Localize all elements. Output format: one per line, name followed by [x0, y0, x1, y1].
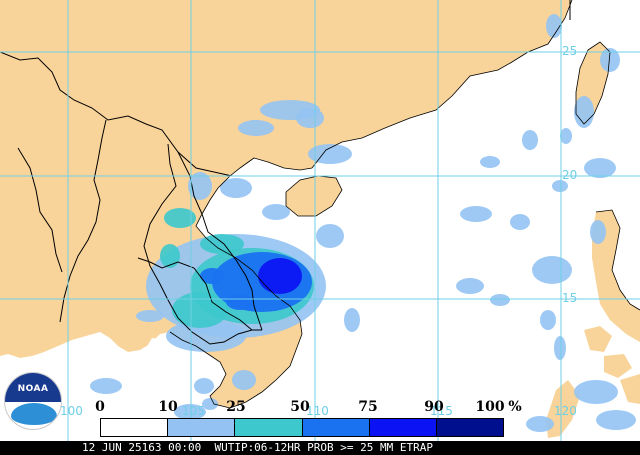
graticule — [0, 0, 640, 441]
noaa-logo: NOAA — [4, 372, 62, 430]
legend-swatch-90-100 — [436, 419, 504, 436]
legend-swatch-75-90 — [369, 419, 437, 436]
land-panay — [604, 354, 632, 378]
lat-label-15: 15 — [562, 291, 578, 305]
legend-tick-100: 100 — [475, 399, 505, 415]
lon-label-120: 120 — [554, 404, 577, 418]
legend-tick-0: 0 — [95, 399, 105, 415]
land-mindoro — [584, 326, 612, 352]
land-palawan — [546, 380, 580, 438]
legend-colorbar — [100, 418, 504, 437]
coastlines — [169, 0, 640, 409]
lat-label-25: 25 — [562, 44, 578, 58]
lon-label-110: 110 — [306, 404, 329, 418]
legend-tick-50: 50 — [290, 399, 310, 415]
logo-text: NOAA — [17, 384, 49, 394]
legend-tick-25: 25 — [226, 399, 246, 415]
legend-tick-90: 90 — [424, 399, 444, 415]
logo-sky — [5, 373, 61, 403]
lon-label-105: 105 — [182, 404, 205, 418]
legend-swatch-0-10 — [101, 419, 169, 436]
lon-label-100: 100 — [60, 404, 83, 418]
land-luzon — [592, 210, 640, 342]
legend-swatch-10-25 — [168, 419, 236, 436]
lat-label-20: 20 — [562, 168, 578, 182]
logo-wave-icon — [11, 403, 57, 425]
legend-tick-10: 10 — [158, 399, 178, 415]
land-negros — [620, 374, 640, 404]
legend-swatch-50-75 — [302, 419, 370, 436]
land-hainan — [286, 176, 342, 216]
caption-bar: 12 JUN 25163 00:00 WUTIP:06-12HR PROB >=… — [0, 441, 640, 455]
lon-label-115: 115 — [430, 404, 453, 418]
legend-tick-75: 75 — [358, 399, 378, 415]
legend-unit: % — [508, 399, 522, 415]
legend-swatch-25-50 — [235, 419, 303, 436]
land-mainland — [0, 0, 572, 408]
gulf-of-thailand — [140, 338, 212, 418]
